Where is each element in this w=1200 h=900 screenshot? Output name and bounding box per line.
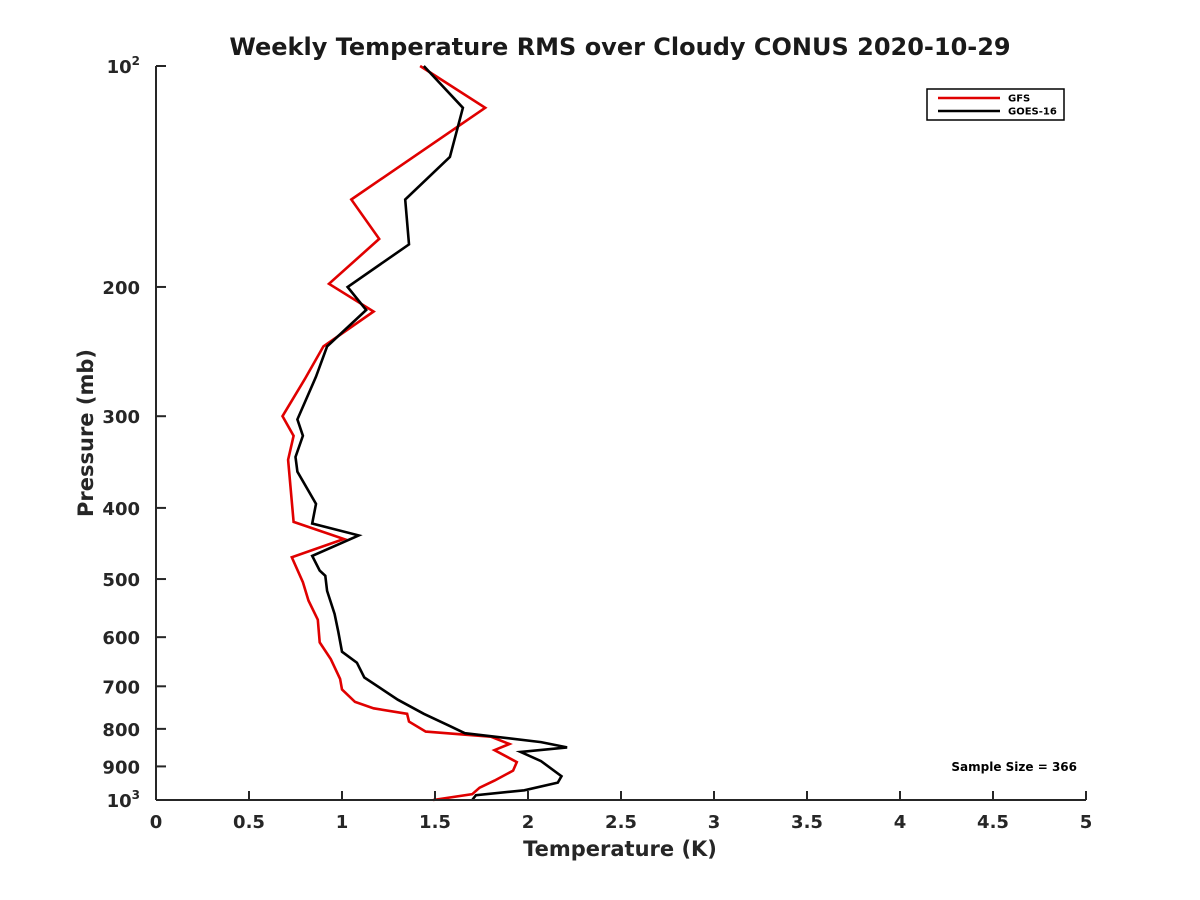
legend: GFS GOES-16 <box>926 88 1065 121</box>
x-tick-label: 3.5 <box>791 812 823 833</box>
x-tick-label: 1 <box>336 812 349 833</box>
y-tick-label: 600 <box>102 628 140 649</box>
sample-size-annotation: Sample Size = 366 <box>951 760 1077 774</box>
y-tick-label: 103 <box>107 788 140 812</box>
legend-box <box>926 88 1065 121</box>
y-tick-label: 102 <box>107 54 140 78</box>
series-line-goes-16 <box>294 65 568 801</box>
y-tick-label: 500 <box>102 570 140 591</box>
y-axis-label: Pressure (mb) <box>74 349 98 517</box>
y-tick-label: 200 <box>102 278 140 299</box>
x-axis-label: Temperature (K) <box>523 837 717 861</box>
legend-label: GOES-16 <box>1008 107 1057 118</box>
x-tick-label: 4.5 <box>977 812 1009 833</box>
x-tick-label: 2 <box>522 812 535 833</box>
chart-title: Weekly Temperature RMS over Cloudy CONUS… <box>229 33 1010 61</box>
x-tick-label: 2.5 <box>605 812 637 833</box>
legend-label: GFS <box>1008 94 1030 105</box>
y-tick-label: 800 <box>102 720 140 741</box>
x-tick-label: 4 <box>894 812 907 833</box>
y-tick-label: 700 <box>102 677 140 698</box>
x-tick-label: 3 <box>708 812 721 833</box>
y-tick-label: 300 <box>102 407 140 428</box>
x-tick-label: 0 <box>150 812 163 833</box>
plot-area: 0 0.5 1 1.5 2 2.5 3 3.5 4 4.5 5 102 200 300 400 500 600 7… <box>102 54 1092 833</box>
y-tick-label: 900 <box>102 757 140 778</box>
y-tick-label: 400 <box>102 499 140 520</box>
x-tick-label: 1.5 <box>419 812 451 833</box>
x-tick-label: 0.5 <box>233 812 265 833</box>
x-tick-label: 5 <box>1080 812 1093 833</box>
